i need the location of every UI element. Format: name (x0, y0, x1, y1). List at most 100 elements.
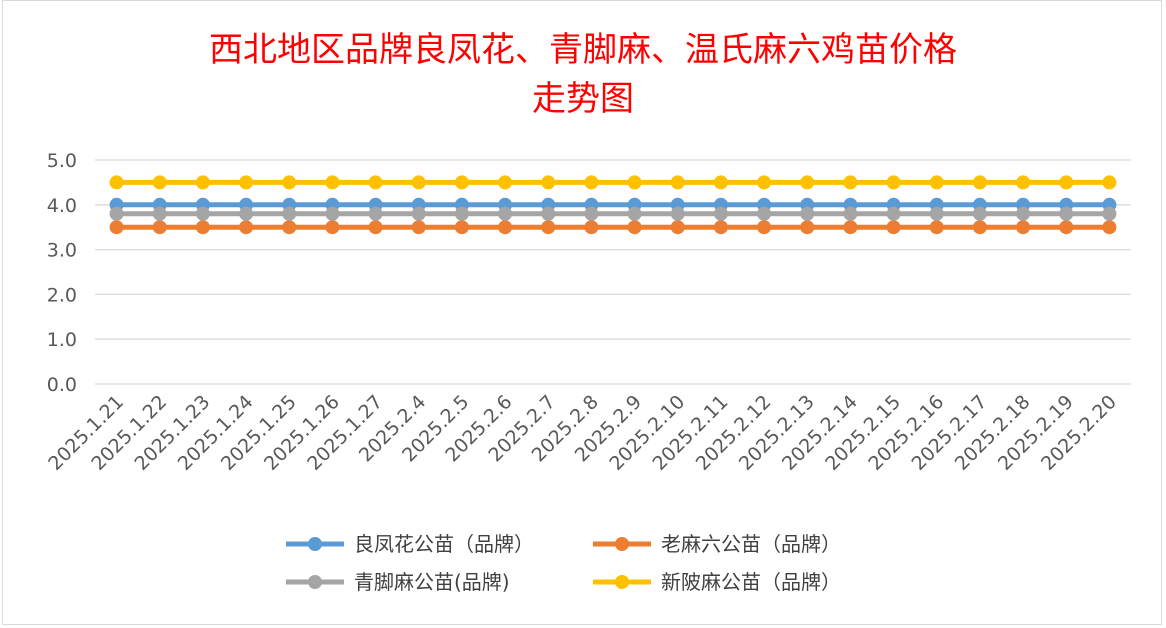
data-point (541, 175, 556, 190)
data-point (325, 175, 340, 190)
data-point (1016, 220, 1031, 235)
y-tick-label: 0.0 (47, 374, 77, 396)
data-point (498, 220, 513, 235)
data-point (929, 206, 944, 221)
data-point (886, 206, 901, 221)
data-point (1059, 206, 1074, 221)
data-point (929, 175, 944, 190)
data-point (1102, 220, 1117, 235)
data-point (498, 175, 513, 190)
data-point (713, 220, 728, 235)
data-point (757, 206, 772, 221)
data-point (584, 220, 599, 235)
data-point (843, 220, 858, 235)
data-point (541, 220, 556, 235)
data-point (886, 220, 901, 235)
legend-swatch-marker (615, 537, 629, 551)
data-point (109, 206, 124, 221)
data-point (282, 175, 297, 190)
y-tick-label: 1.0 (47, 329, 77, 351)
series-lines (109, 175, 1117, 235)
data-point (929, 220, 944, 235)
data-point (282, 206, 297, 221)
data-point (152, 206, 167, 221)
data-point (800, 206, 815, 221)
legend: 良凤花公苗（品牌） 老麻六公苗（品牌） 青脚麻公苗(品牌) 新陂麻公苗（品牌） (286, 532, 841, 594)
data-point (282, 220, 297, 235)
data-point (325, 220, 340, 235)
legend-swatch-marker (615, 575, 629, 589)
legend-label: 老麻六公苗（品牌） (661, 532, 841, 556)
data-point (972, 175, 987, 190)
data-point (368, 206, 383, 221)
data-point (757, 175, 772, 190)
data-point (800, 175, 815, 190)
data-point (454, 175, 469, 190)
legend-label: 青脚麻公苗(品牌) (354, 570, 510, 594)
data-point (627, 220, 642, 235)
data-point (713, 175, 728, 190)
series-1 (109, 220, 1117, 235)
data-point (843, 175, 858, 190)
data-point (1016, 206, 1031, 221)
data-point (886, 175, 901, 190)
data-point (411, 175, 426, 190)
y-axis-ticks: 0.0 1.0 2.0 3.0 4.0 5.0 (47, 150, 77, 396)
data-point (195, 175, 210, 190)
series-3 (109, 175, 1117, 190)
data-point (239, 220, 254, 235)
data-point (584, 175, 599, 190)
data-point (239, 175, 254, 190)
data-point (713, 206, 728, 221)
data-point (584, 206, 599, 221)
legend-item: 老麻六公苗（品牌） (593, 532, 841, 556)
data-point (627, 175, 642, 190)
data-point (411, 206, 426, 221)
y-tick-label: 5.0 (47, 150, 77, 172)
data-point (1016, 175, 1031, 190)
data-point (800, 220, 815, 235)
data-point (454, 206, 469, 221)
chart-subtitle: 走势图 (532, 79, 634, 119)
chart-title: 西北地区品牌良凤花、青脚麻、温氏麻六鸡苗价格 (209, 30, 957, 70)
data-point (627, 206, 642, 221)
data-point (1059, 175, 1074, 190)
series-2 (109, 206, 1117, 221)
data-point (368, 220, 383, 235)
data-point (195, 206, 210, 221)
data-point (325, 206, 340, 221)
data-point (670, 206, 685, 221)
data-point (1059, 220, 1074, 235)
y-tick-label: 4.0 (47, 195, 77, 217)
data-point (109, 220, 124, 235)
y-tick-label: 2.0 (47, 284, 77, 306)
data-point (109, 175, 124, 190)
data-point (972, 206, 987, 221)
legend-swatch-marker (308, 537, 322, 551)
legend-label: 良凤花公苗（品牌） (354, 532, 534, 556)
data-point (152, 175, 167, 190)
legend-label: 新陂麻公苗（品牌） (661, 570, 841, 594)
legend-swatch-marker (308, 575, 322, 589)
data-point (411, 220, 426, 235)
data-point (195, 220, 210, 235)
legend-item: 良凤花公苗（品牌） (286, 532, 534, 556)
x-axis-ticks: 2025.1.212025.1.222025.1.232025.1.242025… (44, 391, 1121, 475)
data-point (239, 206, 254, 221)
data-point (1102, 175, 1117, 190)
series-0 (109, 197, 1117, 212)
data-point (541, 206, 556, 221)
legend-item: 新陂麻公苗（品牌） (593, 570, 841, 594)
gridlines (95, 159, 1131, 385)
data-point (368, 175, 383, 190)
data-point (757, 220, 772, 235)
data-point (972, 220, 987, 235)
y-tick-label: 3.0 (47, 240, 77, 262)
data-point (843, 206, 858, 221)
legend-item: 青脚麻公苗(品牌) (286, 570, 510, 594)
data-point (670, 175, 685, 190)
data-point (454, 220, 469, 235)
data-point (498, 206, 513, 221)
